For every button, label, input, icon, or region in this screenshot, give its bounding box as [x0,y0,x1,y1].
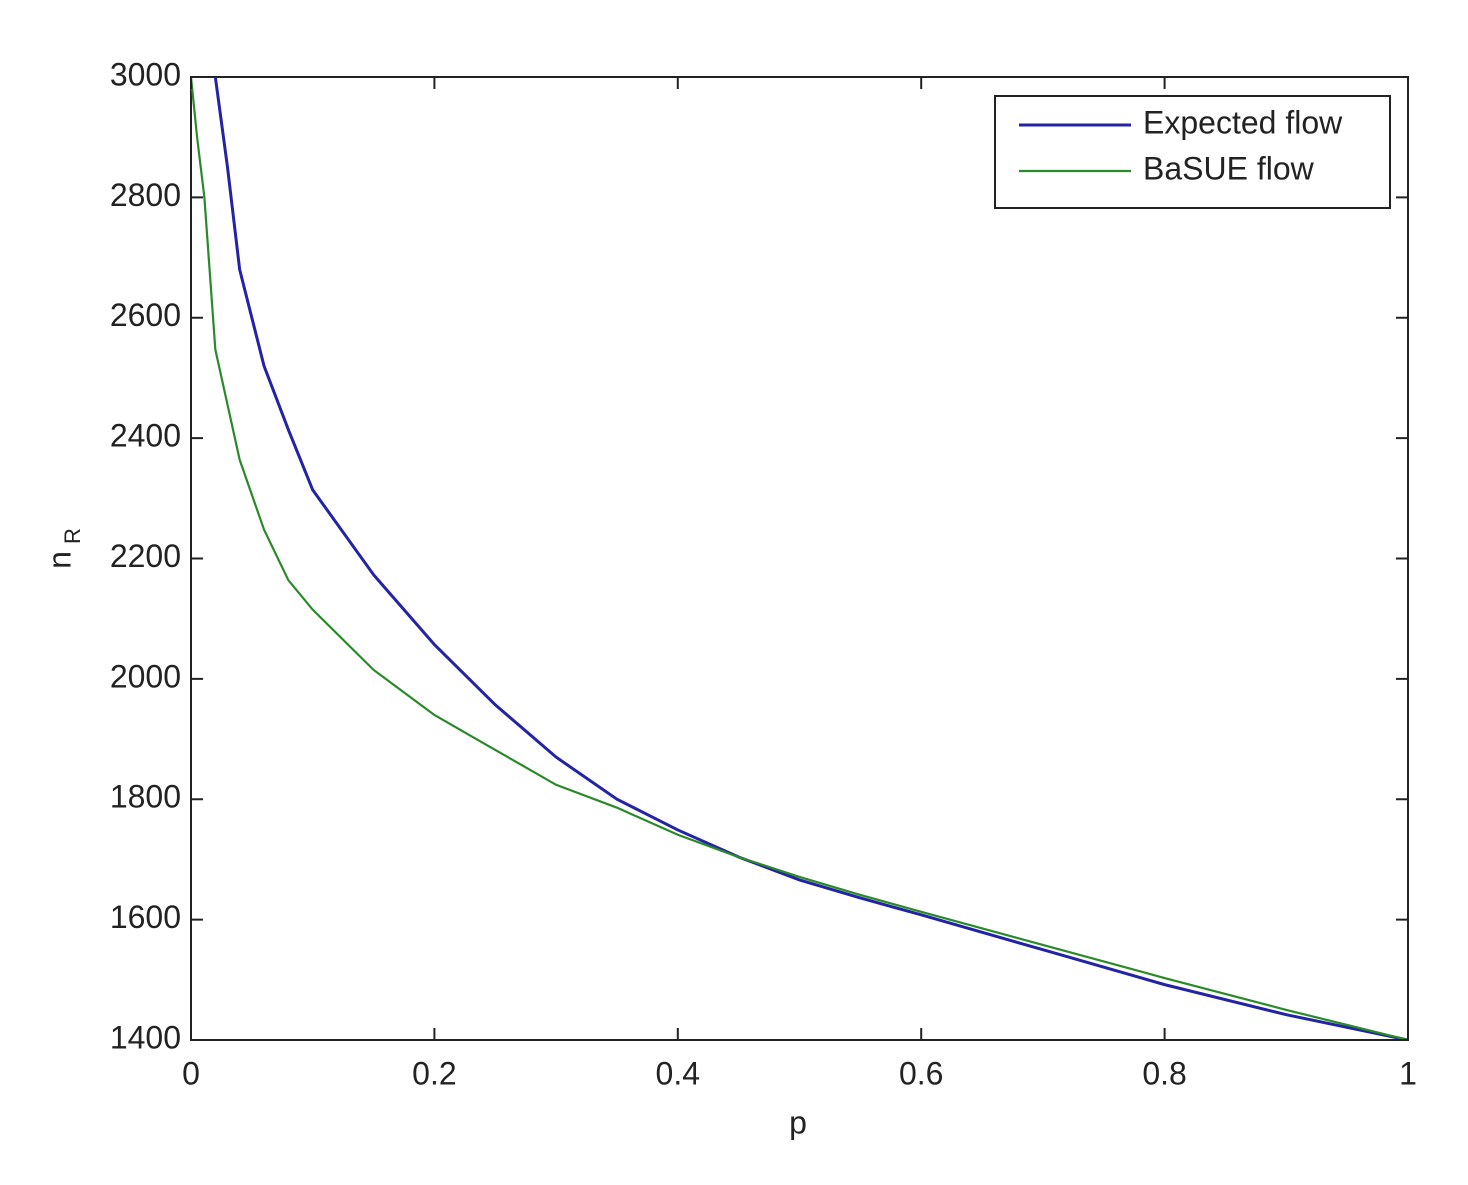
y-tick-label: 3000 [110,56,181,92]
y-tick-label: 2000 [110,658,181,694]
y-tick-label: 1600 [110,899,181,935]
legend-box [994,95,1391,209]
series-line [191,77,1408,1040]
legend-label: Expected flow [1143,104,1343,140]
x-tick-label: 0.6 [899,1055,943,1091]
x-tick-label: 0.8 [1142,1055,1186,1091]
y-tick-label: 1400 [110,1019,181,1055]
x-axis-label: p [789,1104,807,1140]
y-tick-label: 2600 [110,297,181,333]
x-tick-label: 0.4 [656,1055,700,1091]
y-tick-label: 1800 [110,779,181,815]
y-axis-label-sub: R [60,528,85,544]
lines [191,77,1408,1040]
series-line [213,77,1408,1040]
y-tick-label: 2800 [110,177,181,213]
x-tick-label: 0.2 [412,1055,456,1091]
x-tick-label: 1 [1399,1055,1417,1091]
y-tick-label: 2400 [110,418,181,454]
plot-frame [190,76,1409,1041]
y-axis-label: n R [41,528,84,569]
y-axis-label-main: n [41,551,77,569]
y-tick-label: 2200 [110,538,181,574]
x-tick-label: 0 [182,1055,200,1091]
legend-label: BaSUE flow [1143,150,1315,186]
